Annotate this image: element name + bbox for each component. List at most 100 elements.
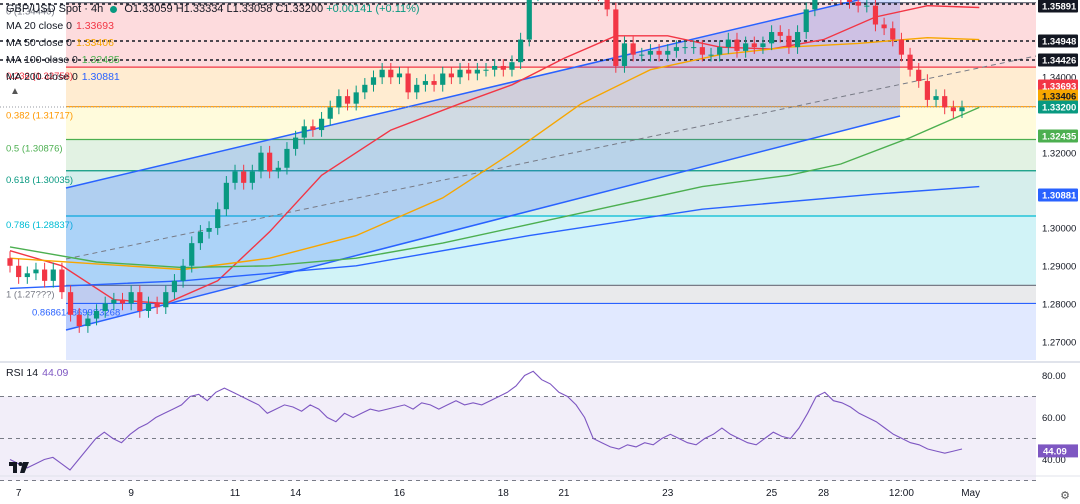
- candle-body: [794, 32, 801, 48]
- fib-band: [66, 67, 1036, 107]
- candle-body: [50, 269, 56, 281]
- candle-body: [803, 9, 809, 33]
- candle-body: [379, 69, 385, 78]
- rsi-tick-label: 40.00: [1042, 455, 1066, 466]
- candle-body: [258, 152, 264, 172]
- candle-body: [128, 292, 134, 304]
- candle-body: [777, 32, 783, 36]
- candle-body: [725, 39, 731, 48]
- candle-body: [232, 171, 238, 183]
- candle-body: [656, 50, 662, 55]
- candle-body: [933, 96, 939, 100]
- candle-body: [872, 5, 879, 25]
- candles: [7, 0, 965, 333]
- ohlc-readout: O1.33059 H1.33334 L1.33058 C1.33200: [124, 3, 324, 15]
- candle-body: [267, 152, 273, 172]
- candle-body: [362, 84, 368, 93]
- price-tag: [1038, 89, 1078, 103]
- indicator-value: 1.33406: [75, 37, 114, 49]
- candle-body: [206, 228, 212, 232]
- time-tick-label: 7: [16, 488, 22, 499]
- indicator-ma50[interactable]: MA 50 close 0 1.33406: [6, 37, 114, 49]
- candle-body: [24, 273, 30, 278]
- candle-body: [881, 24, 887, 29]
- indicator-label: MA 20 close 0: [6, 20, 72, 32]
- price-axis: 1.35891 1.34948 1.34426 1.340001.336931.334…: [1036, 0, 1080, 480]
- candle-body: [284, 148, 290, 168]
- indicator-value: 1.32435: [81, 54, 120, 66]
- fib-level-label: 0 (1.34440): [6, 7, 55, 18]
- candle-body: [396, 73, 403, 78]
- candle-body: [154, 303, 160, 308]
- fib-band: [66, 139, 1036, 171]
- candle-body: [310, 126, 316, 131]
- candle-body: [665, 50, 671, 55]
- indicator-value: 1.33693: [75, 20, 114, 32]
- candle-body: [743, 43, 749, 51]
- candle-body: [812, 0, 818, 10]
- candle-body: [466, 69, 472, 74]
- candle-body: [621, 43, 628, 66]
- time-tick-label: May: [961, 488, 980, 499]
- rsi-legend[interactable]: RSI 14 44.09: [6, 367, 68, 379]
- time-tick-label: 11: [230, 488, 241, 499]
- candle-body: [855, 1, 861, 6]
- candle-body: [111, 299, 117, 304]
- candle-body: [526, 0, 532, 40]
- price-tick-label: 1.32435: [1042, 132, 1077, 143]
- fib-level-label: 0.236 (1.32758): [6, 71, 73, 82]
- candle-body: [33, 269, 39, 274]
- price-tick-label: 1.30000: [1042, 224, 1076, 235]
- time-tick-label: 21: [558, 488, 570, 499]
- candle-body: [249, 171, 255, 183]
- candle-body: [76, 314, 82, 327]
- candle-body: [898, 39, 905, 55]
- fib-level-label: 0.786 (1.28837): [6, 220, 73, 231]
- rsi-value: 44.09: [42, 367, 69, 379]
- candle-body: [197, 231, 203, 244]
- price-tick-label: 1.33693: [1042, 82, 1076, 93]
- candle-body: [647, 50, 654, 55]
- candle-body: [275, 167, 281, 172]
- indicator-ma100[interactable]: MA 100 close 0 1.32435: [6, 54, 120, 66]
- candle-body: [102, 303, 108, 311]
- candle-body: [699, 47, 705, 55]
- price-tick-label: 1.34000: [1042, 73, 1076, 84]
- channel-fill: [66, 0, 900, 330]
- indicator-label: MA 50 close 0: [6, 37, 72, 49]
- fib-level-label: 0.8686148699S3268: [32, 307, 120, 318]
- time-tick-label: 14: [290, 488, 302, 499]
- channel-median-line: [65, 55, 1037, 260]
- symbol-title[interactable]: GBP/USD Spot · 4h: [6, 3, 104, 15]
- candle-body: [7, 258, 13, 266]
- gear-icon[interactable]: ⚙: [1060, 490, 1070, 502]
- candle-body: [405, 73, 411, 93]
- market-status-icon: [110, 5, 118, 13]
- rsi-band: [0, 396, 1036, 481]
- rsi-value-tag-label: 44.09: [1043, 446, 1067, 457]
- time-tick-label: 16: [394, 488, 406, 499]
- rsi-value-tag: [1038, 444, 1078, 458]
- fib-level-label: 0.5 (1.30876): [6, 143, 63, 154]
- candle-body: [907, 54, 913, 70]
- price-tick-label: 1.28000: [1042, 300, 1076, 311]
- chevron-up-icon[interactable]: ▲: [10, 86, 20, 97]
- indicator-value: 1.30881: [81, 71, 120, 83]
- price-tick-label: 1.33200: [1042, 103, 1076, 114]
- candle-body: [119, 299, 126, 304]
- candle-body: [241, 171, 247, 183]
- channel-upper-line: [65, 0, 862, 189]
- fib-band: [66, 303, 1036, 360]
- price-tick-label: 1.32000: [1042, 149, 1076, 160]
- candle-body: [942, 96, 948, 108]
- candle-body: [223, 182, 229, 210]
- candle-body: [353, 92, 359, 104]
- time-tick-label: 28: [818, 488, 830, 499]
- price-tag: [1038, 0, 1078, 13]
- indicator-ma200[interactable]: MA 200 close 0 1.30881: [6, 71, 120, 83]
- indicator-ma20[interactable]: MA 20 close 0 1.33693: [6, 20, 114, 32]
- fib-band: [66, 285, 1036, 304]
